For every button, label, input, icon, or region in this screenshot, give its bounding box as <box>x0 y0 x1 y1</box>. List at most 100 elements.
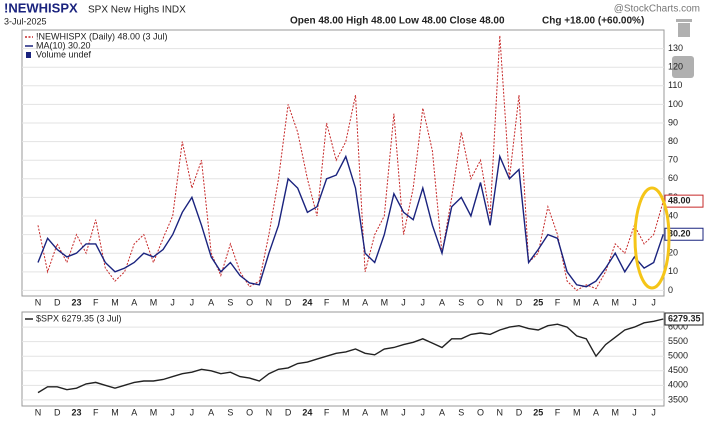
x-tick-label: 25 <box>533 407 543 417</box>
y-tick-label: 5000 <box>668 351 688 361</box>
y-tick-label: 0 <box>668 285 673 295</box>
x-tick-label: J <box>421 297 426 307</box>
x-tick-label: F <box>93 407 99 417</box>
y-tick-label: 110 <box>668 80 682 90</box>
x-tick-label: D <box>285 297 292 307</box>
x-tick-label: M <box>111 297 119 307</box>
x-tick-label: 23 <box>71 407 81 417</box>
x-tick-label: J <box>190 407 195 417</box>
x-tick-label: A <box>439 407 445 417</box>
x-tick-label: J <box>632 297 637 307</box>
y-tick-label: 3500 <box>668 394 688 404</box>
last-value-box <box>664 312 704 326</box>
series-line <box>37 153 664 288</box>
brand: @StockCharts.com <box>614 4 700 15</box>
x-tick-label: M <box>573 297 581 307</box>
top-panel-frame <box>21 29 665 297</box>
x-tick-label: A <box>439 297 445 307</box>
x-tick-label: M <box>611 297 619 307</box>
last-value-label: 6279.35 <box>668 313 701 323</box>
x-tick-label: D <box>516 407 523 417</box>
legend-label: MA(10) 30.20 <box>36 40 91 50</box>
x-tick-label: A <box>131 407 137 417</box>
x-tick-label: D <box>516 297 523 307</box>
y-tick-label: 10 <box>668 266 678 276</box>
x-tick-label: A <box>362 297 368 307</box>
last-value-label: 48.00 <box>668 196 691 206</box>
x-tick-label: M <box>611 407 619 417</box>
highlight-ellipse <box>633 186 671 290</box>
x-tick-label: S <box>227 297 233 307</box>
x-tick-label: N <box>35 407 42 417</box>
x-tick-label: M <box>573 407 581 417</box>
series-line <box>37 318 664 394</box>
x-tick-label: N <box>35 297 42 307</box>
x-tick-label: O <box>477 407 484 417</box>
x-tick-label: D <box>285 407 292 417</box>
x-tick-label: J <box>401 407 406 417</box>
x-tick-label: O <box>246 297 253 307</box>
y-tick-label: 5500 <box>668 336 688 346</box>
bottom-panel-frame <box>21 311 665 407</box>
x-tick-label: J <box>190 297 195 307</box>
x-tick-label: A <box>208 407 214 417</box>
x-tick-label: 25 <box>533 297 543 307</box>
x-tick-label: 24 <box>302 407 312 417</box>
x-tick-label: J <box>632 407 637 417</box>
x-tick-label: M <box>342 297 350 307</box>
y-tick-label: 4500 <box>668 365 688 375</box>
x-tick-label: A <box>131 297 137 307</box>
x-tick-label: F <box>555 407 561 417</box>
x-tick-label: D <box>54 407 61 417</box>
plot-layer: 0102030405060708090100110120130ND23FMAMJ… <box>22 31 704 417</box>
x-tick-label: J <box>170 407 175 417</box>
x-tick-label: D <box>54 297 61 307</box>
x-tick-label: M <box>150 407 158 417</box>
x-tick-label: M <box>111 407 119 417</box>
x-tick-label: S <box>458 297 464 307</box>
legend-swatch <box>26 52 31 58</box>
y-tick-label: 20 <box>668 248 678 258</box>
y-tick-label: 70 <box>668 155 678 165</box>
y-tick-label: 90 <box>668 117 678 127</box>
x-tick-label: M <box>381 407 389 417</box>
trash-icon[interactable] <box>676 19 692 37</box>
x-tick-label: N <box>266 297 273 307</box>
last-value-label: 30.20 <box>668 229 691 239</box>
settings-icon[interactable] <box>672 56 694 78</box>
last-value-box <box>664 227 704 241</box>
x-tick-label: S <box>227 407 233 417</box>
x-tick-label: A <box>362 407 368 417</box>
x-tick-label: S <box>458 407 464 417</box>
legend-label: !NEWHISPX (Daily) 48.00 (3 Jul) <box>36 31 168 41</box>
trash-body <box>678 23 690 37</box>
date: 3-Jul-2025 <box>4 16 47 26</box>
x-tick-label: M <box>342 407 350 417</box>
x-tick-label: J <box>401 297 406 307</box>
y-tick-label: 120 <box>668 62 683 72</box>
x-tick-label: J <box>651 297 656 307</box>
x-tick-label: J <box>651 407 656 417</box>
x-tick-label: O <box>246 407 253 417</box>
x-tick-label: 23 <box>71 297 81 307</box>
x-tick-label: F <box>93 297 99 307</box>
x-tick-label: O <box>477 297 484 307</box>
y-tick-label: 6000 <box>668 322 688 332</box>
chart-title: !NEWHISPX <box>4 0 78 15</box>
y-tick-label: 100 <box>668 99 683 109</box>
y-tick-label: 80 <box>668 136 678 146</box>
y-tick-label: 60 <box>668 173 678 183</box>
legend-label: $SPX 6279.35 (3 Jul) <box>36 313 122 323</box>
x-tick-label: F <box>324 407 330 417</box>
x-tick-label: N <box>266 407 273 417</box>
change: Chg +18.00 (+60.00%) <box>542 16 644 27</box>
x-tick-label: J <box>421 407 426 417</box>
x-tick-label: A <box>593 407 599 417</box>
quote: Open 48.00 High 48.00 Low 48.00 Close 48… <box>290 16 505 27</box>
x-tick-label: M <box>150 297 158 307</box>
x-tick-label: A <box>593 297 599 307</box>
y-tick-label: 4000 <box>668 380 688 390</box>
legend-note: Volume undef <box>36 49 92 59</box>
